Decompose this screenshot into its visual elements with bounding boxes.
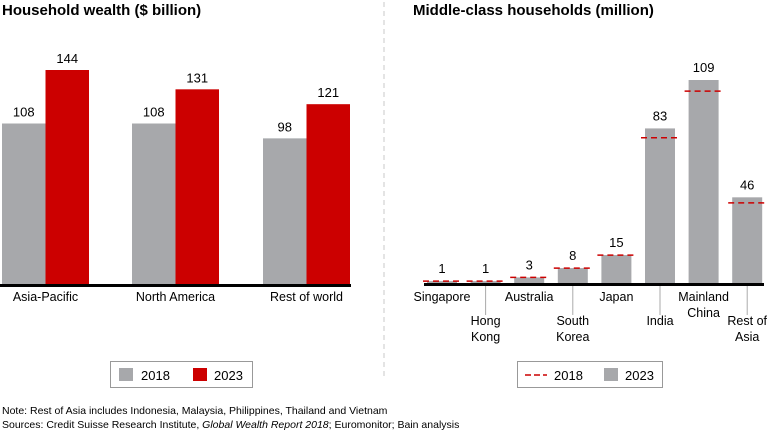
bar-2018 (2, 123, 46, 284)
legend-box (517, 361, 663, 388)
data-label: 15 (609, 235, 623, 250)
left-chart: 108 144 Asia-Pacific 108 131 North America 98 1… (0, 51, 351, 388)
data-label: 109 (693, 60, 715, 75)
right-chart-title: Middle-class households (million) (413, 2, 654, 19)
legend-label-2018: 2018 (141, 368, 170, 383)
legend-box (110, 361, 253, 388)
sources: Sources: Credit Suisse Research Institut… (2, 419, 459, 431)
data-label: 131 (186, 70, 208, 85)
category-label: Japan (599, 290, 633, 304)
bar-2023 (645, 128, 675, 283)
bar-2023 (45, 70, 89, 284)
category-label: South (556, 314, 589, 328)
bar-2023 (732, 197, 763, 283)
sources-report: Global Wealth Report 2018 (202, 419, 329, 431)
bar-2023 (688, 80, 719, 283)
legend-swatch-2023 (193, 368, 207, 381)
category-label: Asia (735, 330, 759, 344)
legend-swatch-2018 (119, 368, 133, 381)
bar-2023 (306, 104, 350, 284)
sources-prefix: Sources: Credit Suisse Research Institut… (2, 419, 203, 431)
data-label: 1 (438, 261, 445, 276)
category-label: Hong (471, 314, 501, 328)
data-label: 8 (569, 248, 576, 263)
legend-label-2023: 2023 (625, 368, 654, 383)
data-label: 144 (56, 51, 78, 66)
left-chart-title: Household wealth ($ billion) (2, 2, 201, 19)
category-label: Rest of (727, 314, 767, 328)
data-label: 98 (278, 119, 292, 134)
legend-swatch-2023 (604, 368, 618, 381)
bar-2023 (427, 281, 457, 283)
bar-2023 (470, 281, 501, 283)
legend-label-2018: 2018 (554, 368, 583, 383)
data-label: 108 (143, 105, 165, 120)
data-label: 1 (482, 261, 489, 276)
data-label: 3 (526, 257, 533, 272)
data-label: 121 (317, 85, 339, 100)
category-label: China (687, 306, 720, 320)
bar-2018 (132, 123, 176, 284)
bar-2023 (514, 277, 545, 283)
category-label: Rest of world (270, 290, 343, 304)
bar-2023 (557, 268, 588, 283)
category-label: Asia-Pacific (13, 290, 78, 304)
category-label: Mainland (678, 290, 729, 304)
category-label: India (646, 314, 673, 328)
category-label: Korea (556, 330, 589, 344)
bar-2023 (175, 89, 219, 284)
bar-2018 (263, 138, 307, 284)
data-label: 108 (13, 105, 35, 120)
data-label: 83 (653, 108, 667, 123)
category-label: Australia (505, 290, 554, 304)
data-label: 46 (740, 177, 754, 192)
category-label: North America (136, 290, 215, 304)
legend-label-2023: 2023 (214, 368, 243, 383)
bar-2023 (601, 255, 632, 283)
sources-suffix: ; Euromonitor; Bain analysis (328, 419, 460, 431)
category-label: Singapore (414, 290, 471, 304)
right-chart: 1 Singapore 1 Hong Kong 3 Australia 8 South Korea… (414, 60, 768, 388)
category-label: Kong (471, 330, 500, 344)
footnote: Note: Rest of Asia includes Indonesia, M… (2, 405, 388, 417)
